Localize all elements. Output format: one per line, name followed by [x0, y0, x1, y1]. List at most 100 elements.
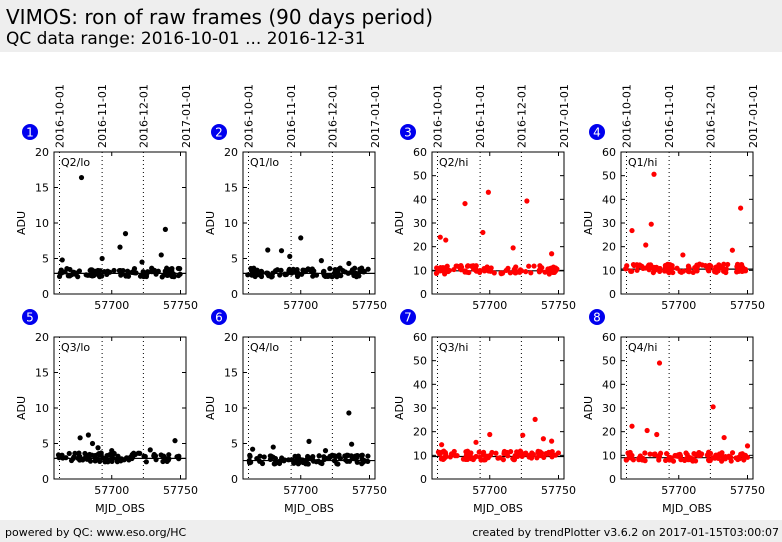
data-point	[677, 268, 683, 275]
page-footer: powered by QC: www.eso.org/HC created by…	[0, 520, 782, 542]
data-point	[646, 267, 652, 273]
panel-number-badge	[400, 309, 416, 325]
data-point	[143, 459, 149, 465]
data-point	[83, 272, 89, 278]
panel-label: Q1/hi	[628, 156, 657, 169]
y-tick-label: 50	[413, 355, 427, 368]
footer-generator: created by trendPlotter v3.6.2 on 2017-0…	[472, 526, 779, 539]
data-point	[549, 438, 555, 444]
date-marker-label: 2017-01-01	[747, 84, 760, 148]
y-axis-label: ADU	[582, 396, 595, 420]
data-point	[299, 271, 305, 277]
page-header: VIMOS: ron of raw frames (90 days period…	[0, 0, 782, 52]
data-point	[478, 457, 484, 463]
data-point	[744, 443, 751, 449]
data-point	[177, 266, 183, 272]
data-point	[683, 450, 689, 456]
data-point	[680, 252, 686, 258]
y-tick-label: 5	[42, 253, 49, 266]
data-point	[518, 268, 524, 274]
data-point	[247, 453, 253, 460]
y-tick-label: 30	[413, 217, 427, 230]
date-marker-label: 2016-12-01	[326, 84, 339, 148]
data-point	[97, 458, 103, 464]
data-point	[735, 456, 741, 462]
data-point	[159, 274, 165, 280]
data-point	[125, 268, 131, 274]
data-point	[651, 265, 657, 272]
data-point	[489, 449, 495, 456]
date-marker-label: 2016-11-01	[663, 84, 676, 148]
data-point	[741, 268, 747, 274]
panel-2: 0 5 10 15 20 ADU 57700 57750 2016-10-01 2016-11-0…	[204, 84, 387, 312]
data-point	[719, 458, 725, 464]
y-tick-label: 30	[602, 217, 616, 230]
data-point	[97, 452, 103, 458]
data-point	[654, 431, 660, 438]
data-point	[540, 436, 546, 442]
panel-5: 0 5 10 15 20 ADU 57700 57750 MJD_OBS Q3/lo 5	[15, 309, 198, 515]
data-point	[109, 448, 115, 454]
panel-label: Q4/hi	[628, 341, 657, 354]
page-title: VIMOS: ron of raw frames (90 days period…	[6, 5, 434, 29]
data-point	[119, 271, 125, 277]
y-axis-label: ADU	[393, 396, 406, 420]
data-point	[742, 452, 748, 458]
data-point	[476, 449, 482, 455]
y-axis-label: ADU	[393, 211, 406, 235]
data-point	[131, 450, 137, 456]
y-tick-label: 15	[224, 182, 238, 195]
y-tick-label: 0	[42, 473, 49, 486]
panel-4: 0 10 20 30 40 50 60 ADU 57700 57750 2016-10-01 2016…	[582, 84, 765, 312]
data-point	[696, 450, 702, 456]
panel-label: Q2/hi	[439, 156, 468, 169]
x-tick-label: 57750	[541, 484, 576, 497]
data-point	[356, 273, 362, 279]
data-point	[365, 453, 371, 459]
y-tick-label: 20	[224, 146, 238, 159]
data-point	[691, 451, 697, 457]
date-marker-label: 2016-10-01	[432, 84, 445, 148]
data-point	[670, 269, 676, 276]
data-point	[270, 444, 276, 450]
y-tick-label: 0	[420, 288, 427, 301]
x-axis-label: MJD_OBS	[95, 502, 145, 515]
data-point	[351, 272, 357, 279]
panel-number-badge	[22, 124, 38, 140]
x-axis-label: MJD_OBS	[284, 502, 334, 515]
data-point	[439, 442, 445, 448]
data-point	[127, 455, 133, 462]
data-point	[295, 461, 301, 467]
panel-number: 6	[215, 311, 223, 325]
date-marker-label: 2016-12-01	[137, 84, 150, 148]
data-point	[526, 263, 532, 269]
data-point	[464, 456, 471, 463]
data-point	[498, 270, 504, 276]
data-point	[250, 446, 256, 452]
data-point	[111, 267, 117, 274]
data-point	[642, 265, 648, 271]
data-point	[634, 262, 640, 268]
data-point	[162, 268, 168, 274]
y-tick-label: 50	[602, 170, 616, 183]
data-point	[316, 453, 322, 459]
data-point	[361, 269, 367, 275]
data-point	[462, 200, 468, 207]
panel-label: Q3/hi	[439, 341, 468, 354]
data-point	[451, 448, 457, 455]
panel-8: 0 10 20 30 40 50 60 ADU 57700 57750 MJD_OBS Q4/hi 8	[582, 309, 765, 515]
data-point	[365, 266, 371, 272]
data-point	[249, 272, 255, 278]
data-point	[358, 452, 365, 459]
panel-number: 3	[404, 126, 412, 140]
data-point	[342, 269, 348, 275]
data-point	[144, 271, 150, 277]
data-point	[493, 450, 499, 456]
y-tick-label: 10	[413, 264, 427, 277]
data-point	[298, 235, 304, 241]
data-point	[433, 270, 440, 276]
y-tick-label: 40	[602, 378, 616, 391]
data-point	[662, 262, 669, 269]
data-point	[68, 457, 75, 464]
data-point	[510, 245, 516, 251]
